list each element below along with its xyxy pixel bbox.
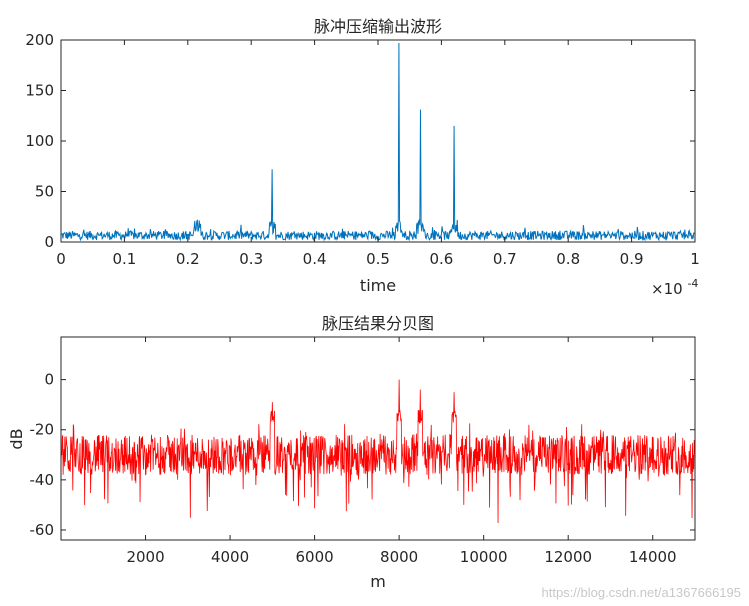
top-title: 脉冲压缩输出波形: [314, 17, 442, 36]
top-x-tick-label: 0.2: [176, 250, 200, 268]
bottom-x-label: m: [370, 572, 386, 591]
top-series-line: [60, 43, 696, 242]
top-x-tick-label: 0.4: [303, 250, 327, 268]
top-series-trace: [60, 43, 696, 242]
bottom-y-ticks: 0 -20 -40 -60: [30, 371, 695, 539]
top-x-tick-label: 0.1: [112, 250, 136, 268]
bottom-x-tick-label: 14000: [629, 548, 677, 566]
bottom-y-tick-label: -20: [30, 421, 55, 439]
top-x-tick-label: 0.3: [239, 250, 263, 268]
top-x-tick-label: 0.8: [556, 250, 580, 268]
top-y-tick-label: 150: [25, 82, 54, 100]
bottom-y-label: dB: [7, 428, 26, 449]
top-x-label: time: [360, 276, 396, 295]
bottom-plot: 脉压结果分贝图 2000 4000 6000 8000 10000 12000 14000 …: [7, 314, 696, 591]
bottom-x-tick-label: 4000: [211, 548, 249, 566]
bottom-x-tick-label: 10000: [460, 548, 508, 566]
top-y-tick-label: 100: [25, 132, 54, 150]
top-axes-box: [60, 39, 696, 243]
top-y-tick-label: 50: [35, 183, 54, 201]
bottom-title: 脉压结果分贝图: [322, 314, 434, 333]
top-y-ticks: 0 50 100 150 200: [25, 31, 695, 251]
top-x-tick-label: 0.9: [620, 250, 644, 268]
top-x-ticks: 0 0.1 0.2 0.3 0.4 0.5 0.6 0.7 0.8 0.9 1: [56, 40, 700, 268]
watermark: https://blog.csdn.net/a1367666195: [541, 585, 742, 600]
bottom-x-tick-label: 12000: [544, 548, 592, 566]
bottom-series-trace: [60, 379, 696, 523]
bottom-series-line: [60, 379, 696, 523]
bottom-x-ticks: 2000 4000 6000 8000 10000 12000 14000: [126, 337, 677, 566]
bottom-y-tick-label: -40: [30, 471, 55, 489]
top-x-exponent-base: ×10: [651, 280, 683, 298]
bottom-x-tick-label: 6000: [296, 548, 334, 566]
top-x-tick-label: 1: [690, 250, 700, 268]
bottom-x-tick-label: 2000: [126, 548, 164, 566]
top-x-exponent: ×10 -4: [651, 277, 698, 298]
bottom-y-tick-label: 0: [44, 371, 54, 389]
top-y-tick-label: 0: [44, 233, 54, 251]
top-plot: 脉冲压缩输出波形 0 0.1 0.2 0.3 0.4 0.5 0.6 0.7 0.8 0.9 1 0…: [25, 17, 699, 298]
top-x-tick-label: 0.5: [366, 250, 390, 268]
bottom-axes-box: [60, 336, 696, 541]
bottom-y-tick-label: -60: [30, 521, 55, 539]
top-x-exponent-power: -4: [687, 277, 698, 290]
top-y-tick-label: 200: [25, 31, 54, 49]
top-x-tick-label: 0: [56, 250, 66, 268]
top-x-tick-label: 0.7: [493, 250, 517, 268]
bottom-x-tick-label: 8000: [380, 548, 418, 566]
top-x-tick-label: 0.6: [429, 250, 453, 268]
